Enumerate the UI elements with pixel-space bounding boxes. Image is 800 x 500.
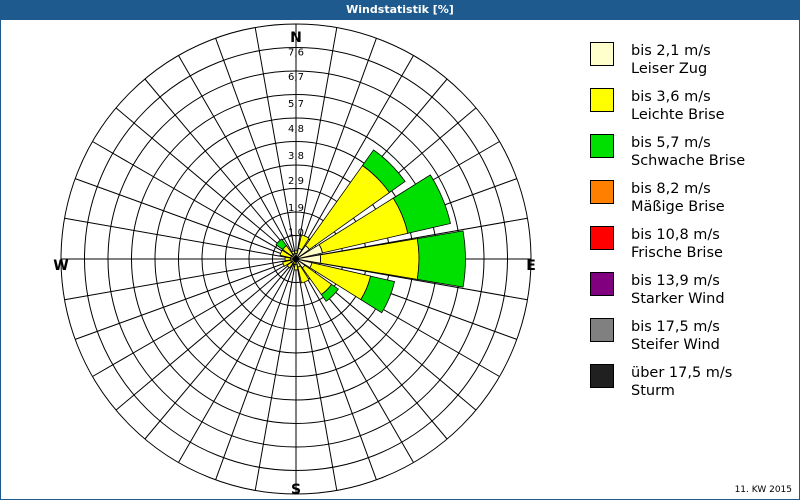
svg-text:2,9: 2,9 bbox=[288, 176, 304, 187]
legend-range: bis 3,6 m/s bbox=[631, 89, 711, 105]
legend-range: bis 5,7 m/s bbox=[631, 135, 711, 151]
compass-west: W bbox=[53, 258, 68, 274]
legend-range: bis 8,2 m/s bbox=[631, 181, 711, 197]
legend-swatch bbox=[590, 180, 614, 204]
legend-range: bis 10,8 m/s bbox=[631, 227, 720, 243]
legend-label: Starker Wind bbox=[631, 291, 725, 307]
window-title: Windstatistik [%] bbox=[0, 0, 800, 20]
legend-label: Leiser Zug bbox=[631, 61, 708, 77]
legend-swatch bbox=[590, 226, 614, 250]
svg-text:7,6: 7,6 bbox=[288, 47, 304, 58]
legend-range: bis 13,9 m/s bbox=[631, 273, 720, 289]
legend-swatch bbox=[590, 318, 614, 342]
compass-east: E bbox=[526, 258, 536, 274]
legend-label: Sturm bbox=[631, 383, 675, 399]
period-label: 11. KW 2015 bbox=[734, 485, 792, 495]
legend-label: Steifer Wind bbox=[631, 337, 720, 353]
legend-label: Leichte Brise bbox=[631, 107, 725, 123]
wind-sectors bbox=[275, 149, 466, 314]
legend-label: Schwache Brise bbox=[631, 153, 746, 169]
legend-range: bis 17,5 m/s bbox=[631, 319, 720, 335]
svg-text:6,7: 6,7 bbox=[288, 72, 304, 83]
wind-rose-chart: 1,0 1,9 2,9 3,8 4,8 5,7 6,7 7,6 N E S W bbox=[53, 23, 536, 498]
svg-text:4,8: 4,8 bbox=[288, 124, 304, 135]
legend-swatch bbox=[590, 272, 614, 296]
svg-text:3,8: 3,8 bbox=[288, 151, 304, 162]
legend-swatch bbox=[590, 88, 614, 112]
svg-text:1,9: 1,9 bbox=[288, 203, 304, 214]
legend-label: Frische Brise bbox=[631, 245, 723, 261]
legend-swatch bbox=[590, 134, 614, 158]
svg-text:5,7: 5,7 bbox=[288, 99, 304, 110]
legend-label: Mäßige Brise bbox=[631, 199, 725, 215]
legend-swatch bbox=[590, 42, 614, 66]
svg-text:1,0: 1,0 bbox=[288, 228, 304, 239]
compass-north: N bbox=[290, 30, 302, 46]
ring-labels: 1,0 1,9 2,9 3,8 4,8 5,7 6,7 7,6 bbox=[288, 47, 304, 238]
legend-range: über 17,5 m/s bbox=[631, 365, 733, 381]
compass-south: S bbox=[291, 482, 301, 498]
legend-range: bis 2,1 m/s bbox=[631, 43, 711, 59]
legend-swatch bbox=[590, 364, 614, 388]
